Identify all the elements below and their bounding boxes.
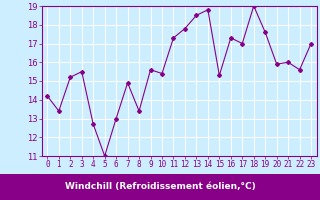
Text: Windchill (Refroidissement éolien,°C): Windchill (Refroidissement éolien,°C) bbox=[65, 182, 255, 192]
